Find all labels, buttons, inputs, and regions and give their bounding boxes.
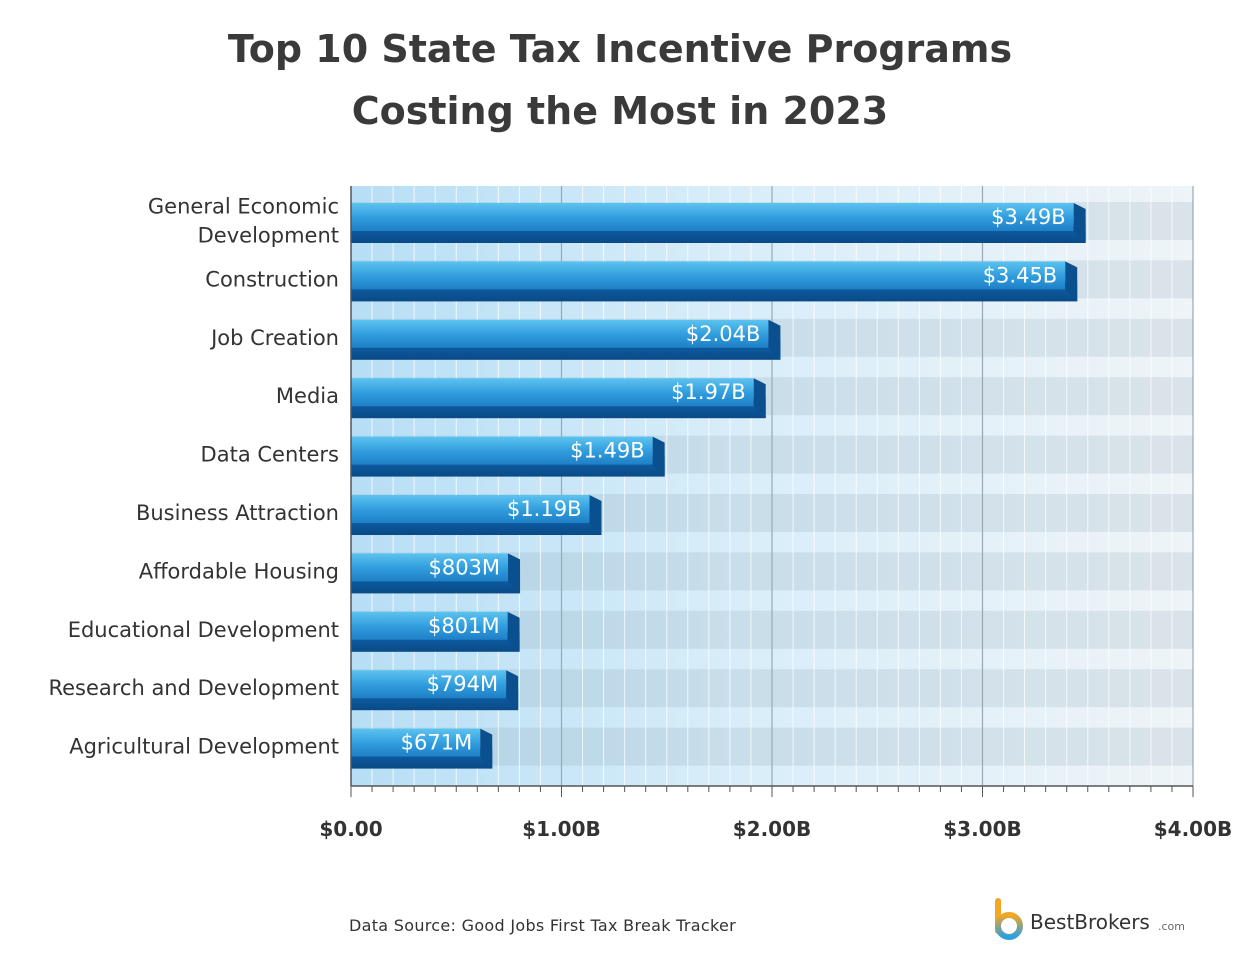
bar-2: $3.45B [351,261,1078,302]
bar-side [1073,203,1086,243]
category-label: Development [198,224,339,248]
bar [351,670,507,699]
bar-9: $794M [351,670,519,711]
bar [351,611,508,640]
category-label: Affordable Housing [139,559,339,583]
bar-6: $1.19B [351,495,602,535]
bar [351,436,653,465]
bar [351,378,754,407]
bar-side [508,553,521,594]
category-label: Research and Development [48,676,339,700]
value-label: $1.19B [507,497,582,521]
category-label: Media [276,384,339,408]
bar-side [753,378,766,419]
bar-4: $1.97B [351,378,766,419]
brand-b-icon [995,898,1023,940]
x-tick-label: $3.00B [943,817,1022,841]
bar-1: $3.49B [351,203,1086,243]
value-label: $1.49B [570,439,645,463]
category-label: General Economic [148,195,339,219]
bar-side [480,728,493,769]
bar [351,553,509,582]
bars-group: $3.49B $3.45B $2.04B $1.97B $1.49B $1.19B $803… [351,203,1086,769]
bar-side [1065,261,1078,302]
bar-8: $801M [351,611,520,652]
bar [351,728,481,757]
category-label: Agricultural Development [69,735,339,759]
chart-title: Top 10 State Tax Incentive Programs Cost… [0,18,1240,142]
chart-title-line-2: Costing the Most in 2023 [351,89,889,133]
x-tick-label: $2.00B [733,817,812,841]
value-label: $3.45B [983,263,1058,287]
category-label: Data Centers [201,443,339,467]
bar-side [768,319,781,360]
brand-name: BestBrokers [1030,910,1150,934]
bar-5: $1.49B [351,436,665,477]
brand-domain: .com [1158,920,1185,933]
value-label: $671M [401,731,473,755]
value-label: $794M [427,672,499,696]
value-label: $1.97B [671,380,746,404]
bar-7: $803M [351,553,521,594]
bar-10: $671M [351,728,493,769]
category-label: Construction [205,267,339,291]
bar [351,261,1066,290]
value-label: $3.49B [991,205,1066,229]
category-labels: General Economic Development Construction J… [48,195,339,759]
category-label: Educational Development [68,618,339,642]
data-source-note: Data Source: Good Jobs First Tax Break T… [349,916,736,935]
x-axis: $0.00 $1.00B $2.00B $3.00B $4.00B [319,186,1232,841]
category-label: Job Creation [209,326,339,350]
x-tick-label: $0.00 [319,817,382,841]
bar-3: $2.04B [351,319,781,360]
category-label: Business Attraction [136,501,339,525]
value-label: $803M [428,555,500,579]
brand-logo[interactable]: BestBrokers .com [990,896,1210,946]
bar-chart: $3.49B $3.45B $2.04B $1.97B $1.49B $1.19B $803… [48,186,1232,841]
x-tick-label: $4.00B [1154,817,1233,841]
bar-side [506,670,519,711]
bar [351,203,1074,231]
bar-side [652,436,665,477]
bar [351,495,590,523]
value-label: $2.04B [686,322,761,346]
value-label: $801M [428,614,500,638]
bar-side [507,611,520,652]
x-tick-label: $1.00B [522,817,601,841]
bar-side [589,495,602,535]
bar [351,319,769,348]
chart-title-line-1: Top 10 State Tax Incentive Programs [227,27,1013,71]
